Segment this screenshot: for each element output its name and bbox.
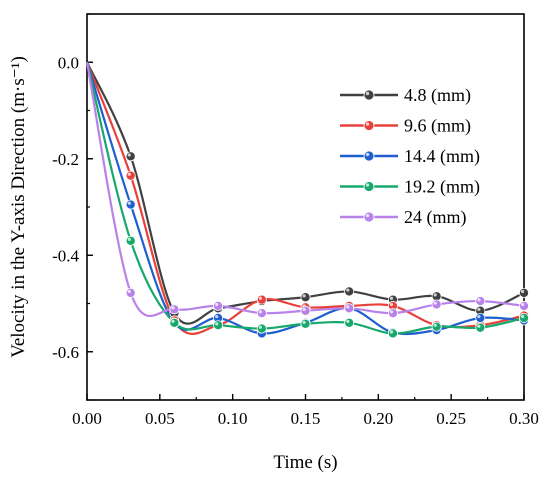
data-point-s4 [300,305,311,316]
data-point-s4 [169,304,180,315]
data-point-s3 [213,320,224,331]
data-point-s0 [125,151,136,162]
data-point-highlight [521,302,525,307]
data-point-s4 [431,299,442,310]
legend-swatch-marker [363,181,375,192]
legend-marker-highlight [365,183,370,187]
x-tick-label: 0.15 [291,409,321,428]
x-tick-label: 0.10 [218,409,248,428]
x-axis-title: Time (s) [273,452,337,473]
x-tick-label: 0.00 [72,409,102,428]
data-point-s1 [256,294,267,305]
data-point-s3 [519,312,530,323]
y-tick-label: -0.4 [52,246,79,265]
data-point-highlight [521,289,525,294]
data-point-s4 [387,308,398,319]
legend-label: 4.8 (mm) [404,85,471,106]
data-point-s2 [475,312,486,323]
x-tick-label: 0.05 [145,409,175,428]
data-point-s0 [300,292,311,303]
axes: 0.00 0.05 0.10 0.15 0.20 0.25 0.30 0.0 -0.2 -0.4 -… [52,13,539,428]
data-point-highlight [477,324,481,328]
legend-swatch-marker [363,211,375,223]
x-tick-label: 0.20 [363,409,393,428]
legend-label: 9.6 (mm) [404,116,471,137]
data-point-highlight [215,302,219,307]
data-point-highlight [521,314,525,319]
data-point-highlight [346,305,350,309]
data-point-highlight [171,306,175,310]
data-point-highlight [215,314,219,319]
data-point-highlight [171,319,175,323]
data-point-highlight [302,294,306,298]
y-tick-label: 0.0 [58,53,79,72]
data-point-s0 [344,286,355,297]
y-tick-label: -0.2 [52,150,79,169]
data-point-highlight [389,302,394,307]
series-line-3 [85,61,525,335]
legend-label: 19.2 (mm) [404,177,480,198]
data-point-highlight [389,296,394,300]
data-point-s3 [125,235,136,246]
legend: 4.8 (mm) 9.6 (mm) 14.4 (mm) 19.2 (mm) 24 (mm… [340,85,480,228]
data-point-highlight [258,310,262,314]
data-point-s4 [344,303,355,314]
data-point-s4 [475,296,486,307]
data-point-s2 [125,199,136,210]
data-point-highlight [127,153,131,157]
legend-label: 14.4 (mm) [404,146,480,167]
data-point-s3 [344,317,355,328]
legend-swatch-marker [363,120,375,131]
data-point-s3 [169,317,180,328]
data-point-highlight [127,201,131,205]
data-point-s0 [519,287,530,298]
data-point-highlight [477,307,481,311]
legend-label: 24 (mm) [404,207,467,228]
data-point-highlight [215,322,219,326]
data-point-s3 [387,328,398,339]
x-tick-label: 0.30 [509,409,539,428]
legend-swatch-marker [363,89,375,101]
data-point-highlight [346,288,350,292]
legend-marker-highlight [365,91,370,96]
legend-marker-highlight [365,122,370,126]
data-point-highlight [477,298,481,302]
data-point-highlight [302,307,306,311]
legend-marker-highlight [365,152,370,157]
data-point-highlight [302,320,306,324]
data-point-s3 [256,323,267,334]
data-point-s3 [300,318,311,329]
series-group [85,61,530,339]
data-point-highlight [127,172,131,176]
y-axis-title: Velocity in the Y-axis Direction (m·s⁻¹) [8,56,29,358]
data-point-s3 [475,322,486,333]
data-point-highlight [346,319,350,323]
data-point-s4 [213,300,224,311]
y-tick-label: -0.6 [52,343,79,362]
data-point-highlight [433,301,437,305]
data-point-highlight [389,330,394,334]
legend-marker-highlight [365,213,370,218]
data-point-highlight [433,323,437,327]
data-point-highlight [389,310,394,314]
data-point-highlight [127,289,131,294]
data-point-s4 [125,287,136,298]
data-point-highlight [477,314,481,319]
data-point-s4 [256,308,267,319]
legend-swatch-marker [363,150,375,162]
data-point-s3 [431,321,442,332]
data-point-s4 [519,300,530,311]
data-point-s1 [125,170,136,181]
data-point-highlight [433,293,437,297]
data-point-highlight [258,325,262,329]
x-tick-label: 0.25 [436,409,466,428]
data-point-highlight [258,296,262,300]
data-point-highlight [127,237,131,241]
